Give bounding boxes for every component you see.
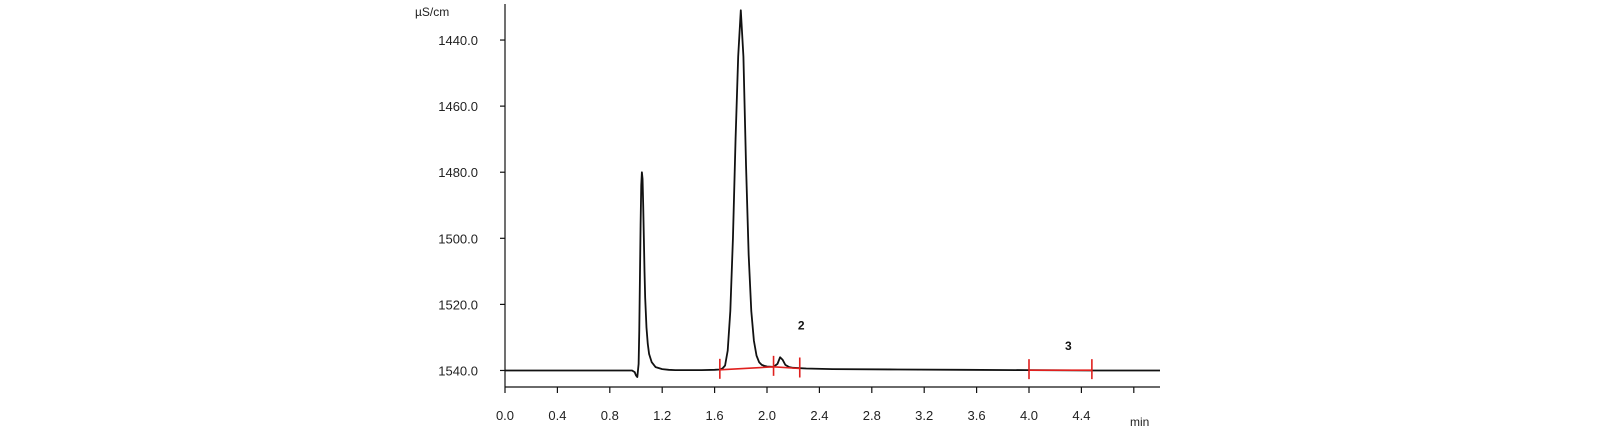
y-axis-title: µS/cm xyxy=(415,5,449,19)
y-tick-label: 1440.0 xyxy=(438,33,478,48)
x-tick-label: 2.4 xyxy=(810,408,828,423)
x-tick-label: 1.6 xyxy=(706,408,724,423)
x-tick-label: 1.2 xyxy=(653,408,671,423)
peak-label-2: 2 xyxy=(798,318,805,332)
integration-baseline xyxy=(719,366,774,371)
x-tick-label: 2.8 xyxy=(863,408,881,423)
peak-labels: 1 2 3 xyxy=(784,0,1072,353)
y-tick-label: 1480.0 xyxy=(438,165,478,180)
y-tick-label: 1540.0 xyxy=(438,363,478,378)
x-tick-label: 0.8 xyxy=(601,408,619,423)
peak-label-1: 1 xyxy=(784,0,791,1)
y-tick-label: 1520.0 xyxy=(438,297,478,312)
integration-baseline xyxy=(773,366,800,370)
x-axis-title: min xyxy=(1130,415,1149,429)
y-tick-label: 1460.0 xyxy=(438,99,478,114)
series-layer xyxy=(505,9,1160,378)
integration-layer xyxy=(719,355,1093,380)
x-tick-label: 2.0 xyxy=(758,408,776,423)
peak-label-3: 3 xyxy=(1065,339,1072,353)
y-tick-label: 1500.0 xyxy=(438,231,478,246)
x-tick-label: 0.0 xyxy=(496,408,514,423)
x-tick-label: 4.4 xyxy=(1072,408,1090,423)
x-tick-label: 3.6 xyxy=(968,408,986,423)
x-tick-label: 0.4 xyxy=(548,408,566,423)
x-tick-label: 4.0 xyxy=(1020,408,1038,423)
x-axis-ticks: 0.0 0.4 0.8 1.2 1.6 2.0 2.4 2.8 3.2 3.6 4.0 4.4 xyxy=(496,387,1135,423)
signal-trace xyxy=(505,9,1160,378)
x-tick-label: 3.2 xyxy=(915,408,933,423)
y-axis-ticks: 1440.0 1460.0 1480.0 1500.0 1520.0 1540.0 xyxy=(438,33,505,378)
